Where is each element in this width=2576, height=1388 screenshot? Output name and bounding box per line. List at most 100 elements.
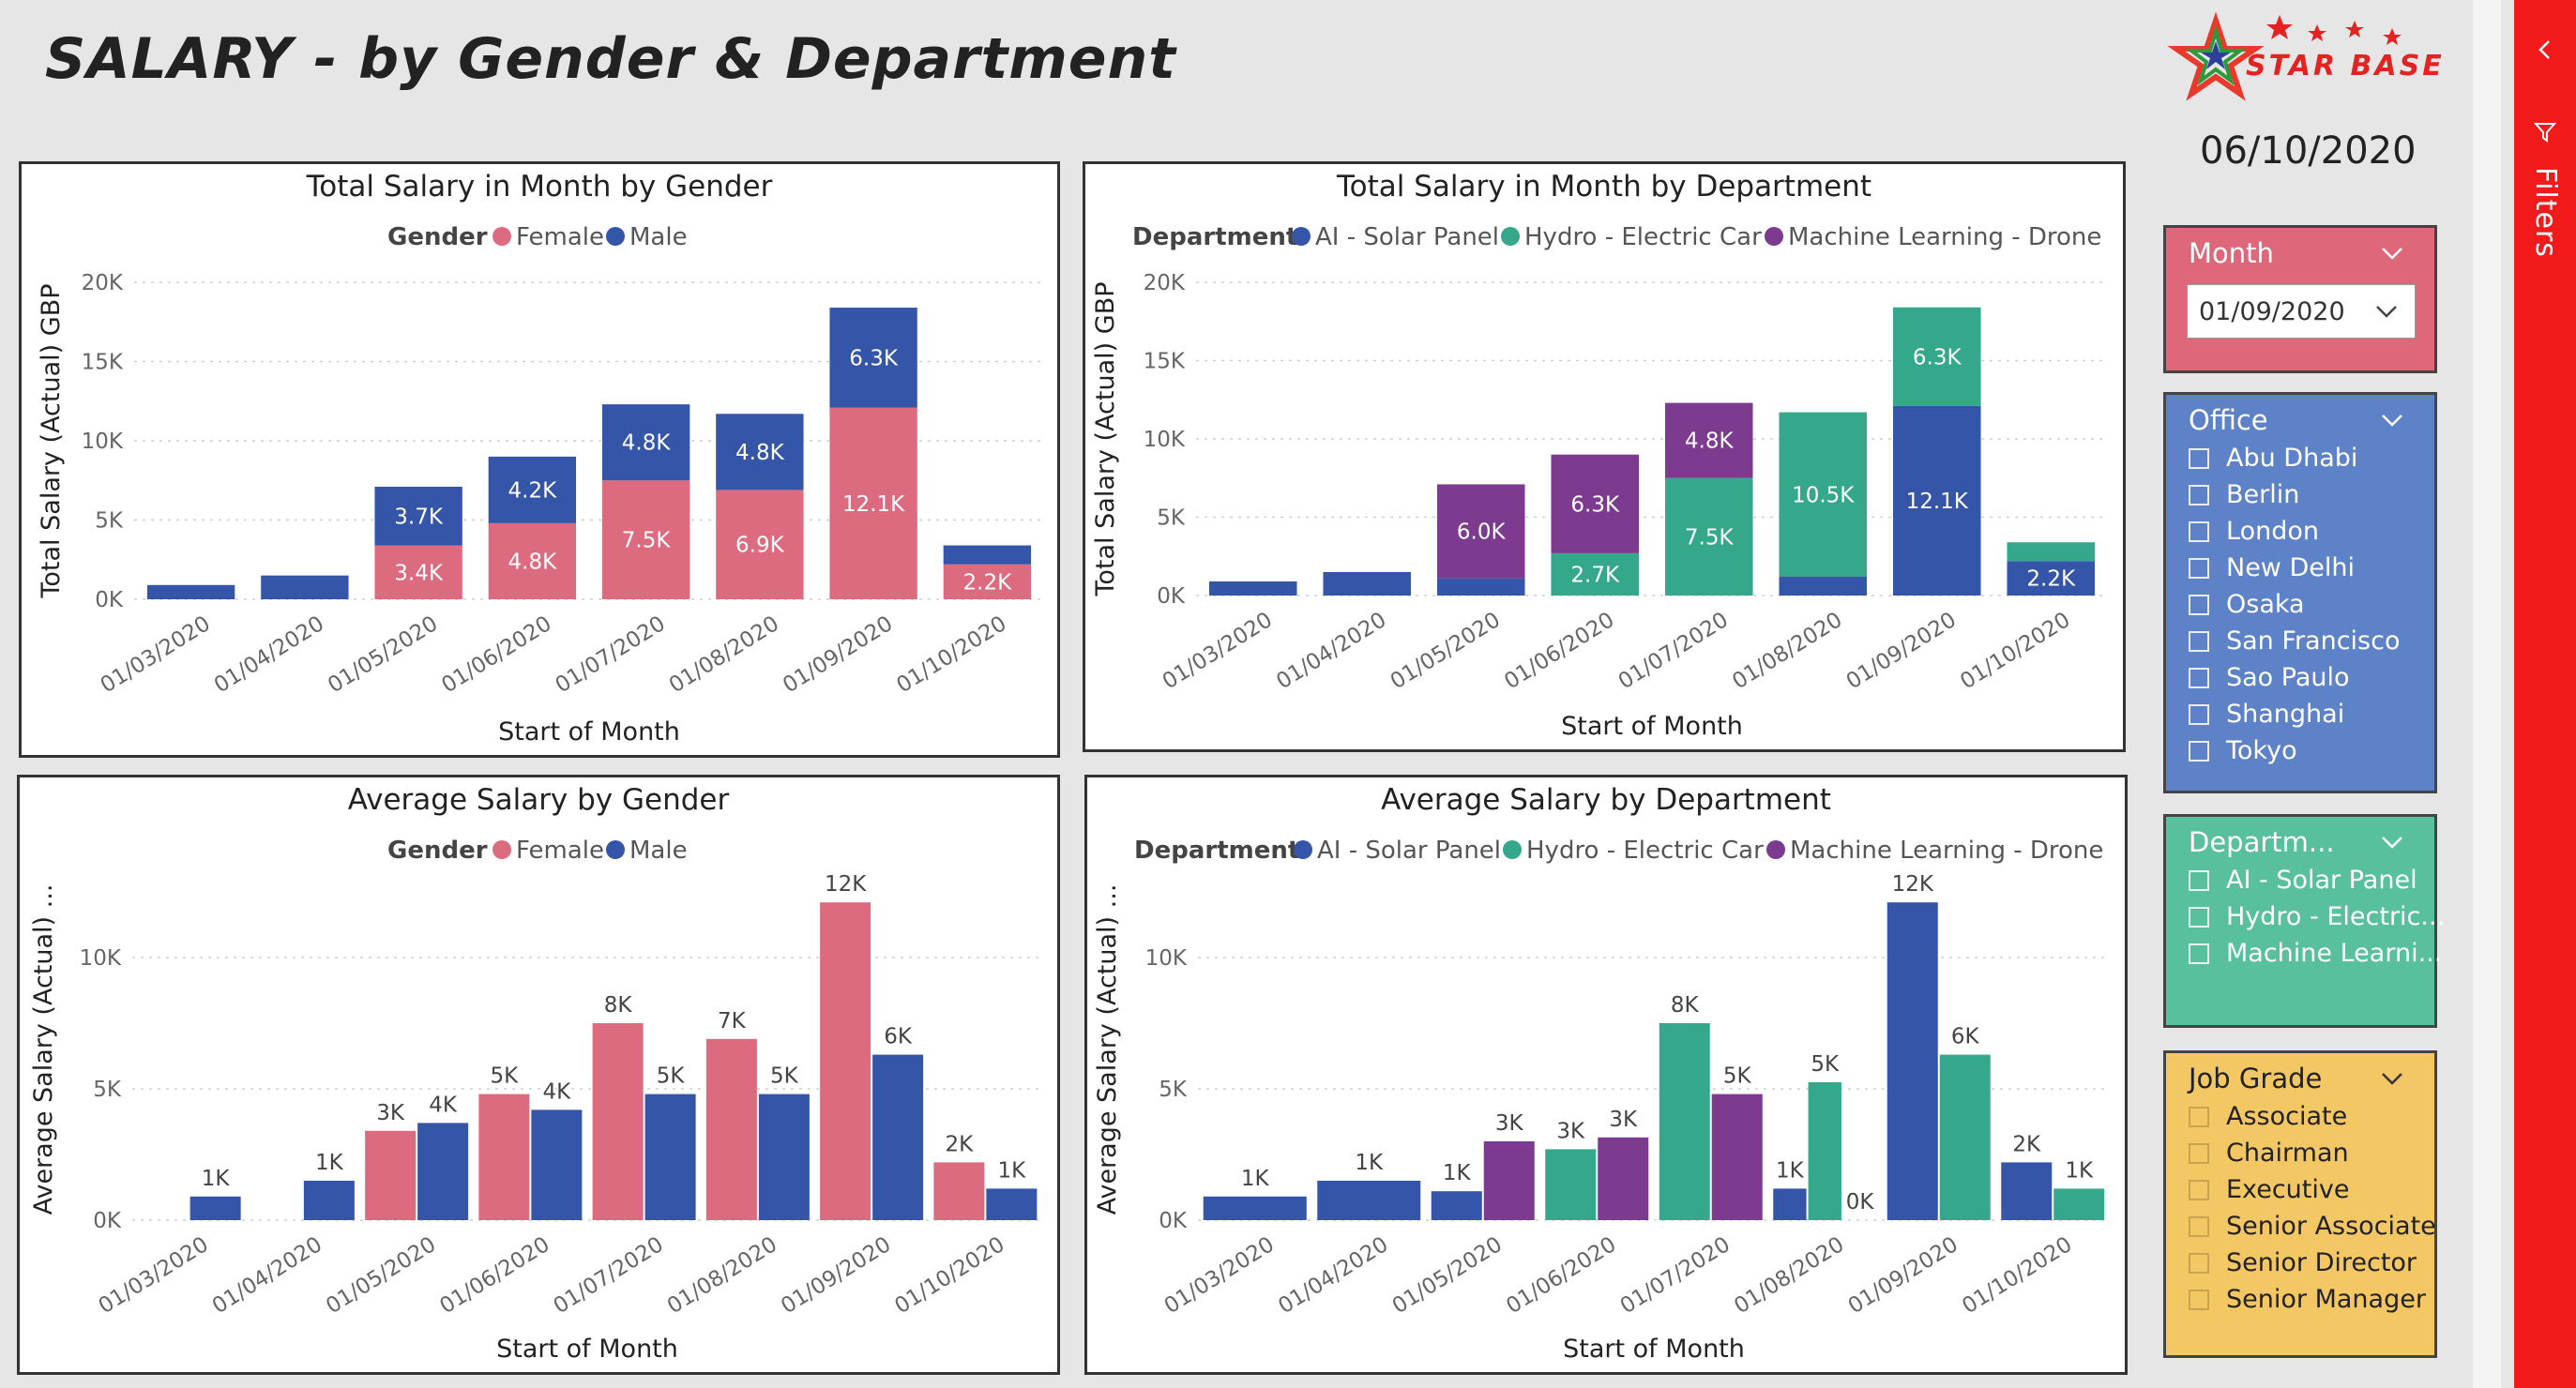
bar[interactable] bbox=[1659, 1023, 1710, 1220]
slicer-item[interactable]: Chairman bbox=[2189, 1139, 2349, 1168]
legend-item-label[interactable]: Hydro - Electric Car bbox=[1524, 223, 1762, 251]
legend-item-label[interactable]: Machine Learning - Drone bbox=[1788, 223, 2101, 251]
bar-segment[interactable] bbox=[829, 308, 917, 408]
checkbox[interactable] bbox=[2189, 521, 2209, 542]
bar[interactable] bbox=[1483, 1141, 1535, 1220]
canvas-scrollbar[interactable] bbox=[2473, 0, 2501, 1388]
checkbox[interactable] bbox=[2189, 1143, 2209, 1164]
slicer-item[interactable]: Senior Manager bbox=[2189, 1285, 2426, 1314]
checkbox[interactable] bbox=[2189, 1253, 2209, 1274]
slicer-item[interactable]: London bbox=[2189, 517, 2319, 546]
slicer-item[interactable]: Shanghai bbox=[2189, 700, 2344, 729]
slicer-item[interactable]: Senior Director bbox=[2189, 1248, 2417, 1277]
legend-item-label[interactable]: AI - Solar Panel bbox=[1315, 223, 1499, 251]
legend-item-label[interactable]: AI - Solar Panel bbox=[1317, 837, 1501, 865]
bar-segment[interactable] bbox=[1551, 552, 1640, 596]
slicer-item[interactable]: Berlin bbox=[2189, 480, 2299, 509]
bar[interactable] bbox=[303, 1181, 355, 1220]
checkbox[interactable] bbox=[2189, 704, 2209, 725]
slicer-item[interactable]: Abu Dhabi bbox=[2189, 444, 2357, 473]
bar[interactable] bbox=[1711, 1094, 1763, 1220]
bar[interactable] bbox=[2053, 1188, 2105, 1220]
average-salary-by-gender-chart[interactable]: Average Salary by Gender Gender Female Male… bbox=[17, 775, 1060, 1375]
bar-segment[interactable] bbox=[716, 490, 804, 599]
bar-segment[interactable] bbox=[1323, 571, 1412, 596]
bar-segment[interactable] bbox=[1892, 405, 1981, 596]
slicer-item[interactable]: Senior Associate bbox=[2189, 1212, 2436, 1241]
chevron-down-icon[interactable] bbox=[2378, 828, 2406, 856]
checkbox[interactable] bbox=[2189, 448, 2209, 469]
bar[interactable] bbox=[1431, 1191, 1482, 1220]
checkbox[interactable] bbox=[2189, 485, 2209, 505]
average-salary-by-department-chart[interactable]: Average Salary by Department Department AI… bbox=[1084, 775, 2128, 1375]
bar[interactable] bbox=[1203, 1196, 1307, 1220]
department-slicer[interactable]: Departm... AI - Solar Panel Hydro - Elect… bbox=[2163, 814, 2445, 1028]
bar[interactable] bbox=[758, 1094, 810, 1220]
bar[interactable] bbox=[986, 1188, 1038, 1220]
slicer-item[interactable]: Hydro - Electric... bbox=[2189, 902, 2445, 931]
checkbox[interactable] bbox=[2189, 907, 2209, 928]
bar[interactable] bbox=[1887, 902, 1938, 1220]
bar[interactable] bbox=[1939, 1054, 1991, 1220]
bar-segment[interactable] bbox=[1892, 307, 1981, 406]
bar-segment[interactable] bbox=[943, 564, 1032, 599]
bar-segment[interactable] bbox=[261, 575, 349, 599]
bar[interactable] bbox=[365, 1130, 417, 1220]
bar-segment[interactable] bbox=[601, 480, 690, 599]
slicer-item[interactable]: Executive bbox=[2189, 1175, 2349, 1204]
bar-segment[interactable] bbox=[716, 414, 804, 490]
bar-segment[interactable] bbox=[1436, 578, 1525, 596]
bar-segment[interactable] bbox=[601, 404, 690, 481]
chevron-down-icon[interactable] bbox=[2378, 406, 2406, 434]
chevron-down-icon[interactable] bbox=[2378, 239, 2406, 267]
bar-segment[interactable] bbox=[146, 584, 235, 599]
bar[interactable] bbox=[592, 1023, 644, 1220]
bar[interactable] bbox=[2001, 1162, 2053, 1220]
legend-item-label[interactable]: Machine Learning - Drone bbox=[1790, 837, 2103, 865]
bar[interactable] bbox=[478, 1094, 530, 1220]
chevron-left-icon[interactable] bbox=[2531, 36, 2559, 64]
bar[interactable] bbox=[1773, 1188, 1807, 1220]
total-salary-by-gender-chart[interactable]: Total Salary in Month by Gender Gender Fem… bbox=[19, 161, 1060, 758]
job-grade-slicer[interactable]: Job Grade Associate Chairman Executive Seni… bbox=[2163, 1050, 2437, 1358]
bar-segment[interactable] bbox=[2007, 542, 2096, 562]
legend-item-label[interactable]: Female bbox=[516, 223, 604, 251]
checkbox[interactable] bbox=[2189, 1216, 2209, 1237]
legend-item-label[interactable]: Male bbox=[629, 223, 688, 251]
bar-segment[interactable] bbox=[488, 456, 577, 523]
slicer-item[interactable]: New Delhi bbox=[2189, 553, 2355, 582]
bar[interactable] bbox=[820, 902, 871, 1220]
bar[interactable] bbox=[531, 1109, 583, 1220]
bar[interactable] bbox=[1545, 1149, 1597, 1220]
slicer-item[interactable]: San Francisco bbox=[2189, 626, 2400, 656]
slicer-item[interactable]: AI - Solar Panel bbox=[2189, 866, 2417, 895]
bar-segment[interactable] bbox=[374, 487, 462, 546]
bar-segment[interactable] bbox=[1779, 412, 1868, 577]
bar-segment[interactable] bbox=[1436, 484, 1525, 579]
slicer-item[interactable]: Associate bbox=[2189, 1102, 2347, 1131]
bar[interactable] bbox=[872, 1054, 924, 1220]
bar[interactable] bbox=[705, 1038, 757, 1220]
slicer-item[interactable]: Sao Paulo bbox=[2189, 663, 2350, 692]
checkbox[interactable] bbox=[2189, 668, 2209, 688]
bar-segment[interactable] bbox=[1664, 402, 1753, 478]
legend-item-label[interactable]: Male bbox=[629, 837, 688, 865]
bar[interactable] bbox=[417, 1123, 469, 1220]
checkbox[interactable] bbox=[2189, 870, 2209, 891]
bar-segment[interactable] bbox=[1551, 454, 1640, 553]
month-slicer[interactable]: Month 01/09/2020 bbox=[2163, 225, 2437, 373]
total-salary-by-department-chart[interactable]: Total Salary in Month by Department Depar… bbox=[1083, 161, 2126, 752]
checkbox[interactable] bbox=[2189, 595, 2209, 615]
checkbox[interactable] bbox=[2189, 631, 2209, 652]
checkbox[interactable] bbox=[2189, 741, 2209, 762]
bar[interactable] bbox=[1598, 1137, 1649, 1220]
slicer-item[interactable]: Tokyo bbox=[2189, 736, 2297, 765]
checkbox[interactable] bbox=[2189, 1180, 2209, 1200]
chevron-down-icon[interactable] bbox=[2378, 1064, 2406, 1093]
month-dropdown[interactable]: 01/09/2020 bbox=[2187, 284, 2416, 339]
bar[interactable] bbox=[1317, 1181, 1421, 1220]
bar[interactable] bbox=[189, 1196, 241, 1220]
bar-segment[interactable] bbox=[1664, 477, 1753, 596]
bar[interactable] bbox=[933, 1162, 985, 1220]
slicer-item[interactable]: Machine Learni... bbox=[2189, 939, 2442, 968]
